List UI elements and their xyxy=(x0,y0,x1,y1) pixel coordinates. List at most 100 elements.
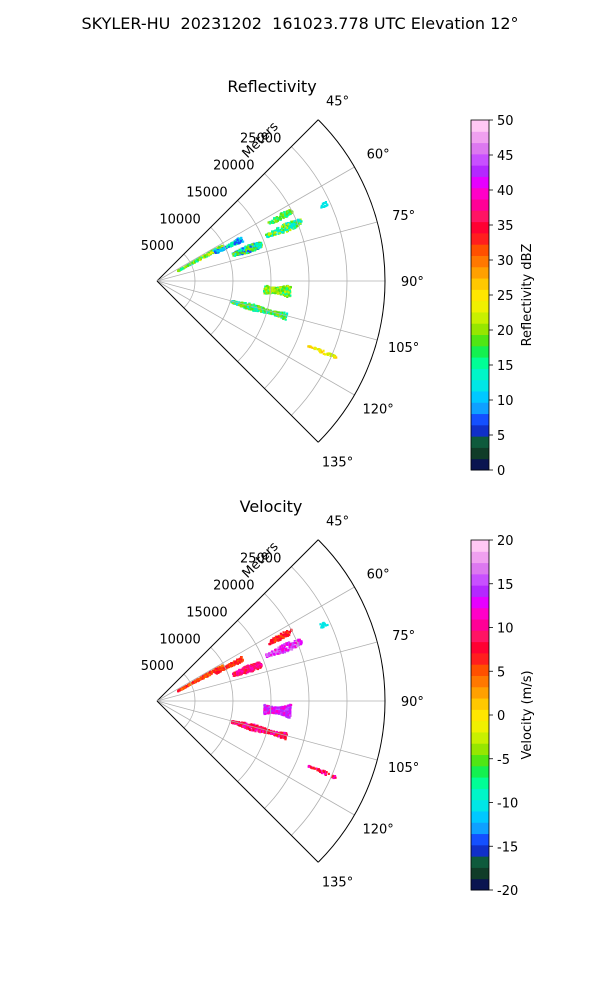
colorbar-bin xyxy=(471,334,489,347)
echo-gate xyxy=(332,776,335,780)
colorbar-tick-label: 45 xyxy=(497,149,514,164)
echo-gate xyxy=(243,725,246,728)
echo-gate xyxy=(177,269,180,272)
echo-gate xyxy=(256,662,259,665)
echo-gate xyxy=(324,201,327,204)
echo-gate xyxy=(318,349,321,353)
echo-gate xyxy=(221,248,224,251)
echo-gate xyxy=(259,731,262,734)
echo-gate xyxy=(241,668,244,671)
echo-gate xyxy=(264,712,267,715)
colorbar-bin xyxy=(471,199,489,211)
r-tick-label: 5000 xyxy=(141,659,174,674)
colorbar-bin xyxy=(471,607,489,620)
echo-gate xyxy=(218,249,221,252)
azimuth-spoke xyxy=(156,700,355,816)
echo-gate xyxy=(277,288,280,291)
echo-gate xyxy=(287,712,290,715)
echo-gate xyxy=(265,233,268,236)
colorbar-bin xyxy=(471,345,489,358)
echo-gate xyxy=(241,304,244,307)
echo-gate xyxy=(214,251,217,254)
r-tick-label: 5000 xyxy=(141,239,174,254)
echo-gate xyxy=(283,706,286,709)
azimuth-spoke xyxy=(156,700,378,761)
echo-gate xyxy=(273,732,276,735)
echo-gate xyxy=(193,680,197,683)
echo-gate xyxy=(278,636,281,639)
echo-gate xyxy=(270,709,273,713)
echo-gate xyxy=(285,710,288,713)
echo-gate xyxy=(264,728,267,731)
echo-gate xyxy=(283,213,287,216)
echo-gate xyxy=(282,706,285,709)
echo-gate xyxy=(215,671,218,674)
echo-gate xyxy=(284,293,287,296)
echo-gate xyxy=(281,733,284,736)
echo-gate xyxy=(237,722,240,725)
echo-gate xyxy=(316,348,319,351)
colorbar-bin xyxy=(471,458,489,471)
colorbar-bin xyxy=(471,822,489,835)
echo-gate xyxy=(309,765,312,768)
echo-gate xyxy=(266,654,269,657)
echo-gate xyxy=(240,671,243,675)
echo-gate xyxy=(267,310,270,313)
echo-gate xyxy=(253,249,256,252)
echo-gate xyxy=(201,677,204,680)
colorbar-tick-label: 30 xyxy=(497,254,514,269)
colorbar-bin xyxy=(471,709,489,722)
echo-gate xyxy=(286,211,289,215)
echo-gate xyxy=(264,285,267,288)
echo-gate xyxy=(324,353,327,356)
echo-gate xyxy=(280,707,283,710)
echo-gate xyxy=(265,290,268,293)
echo-gate xyxy=(214,250,217,253)
echo-gate xyxy=(285,713,288,716)
colorbar-bin xyxy=(471,289,489,302)
echo-gate xyxy=(296,220,299,223)
echo-gate xyxy=(243,302,246,305)
echo-gate xyxy=(179,268,182,271)
colorbar-bin xyxy=(471,266,489,279)
echo-gate xyxy=(255,664,258,667)
echo-gate xyxy=(247,249,250,253)
echo-gate xyxy=(255,246,258,249)
echo-gate xyxy=(233,242,236,246)
echo-gate xyxy=(281,713,284,716)
echo-gate xyxy=(272,706,275,710)
colorbar-tick-label: -10 xyxy=(497,797,518,812)
echo-gate xyxy=(289,212,292,215)
colorbar-tick-label: 20 xyxy=(497,534,514,549)
echo-gate xyxy=(270,732,273,735)
echo-gate xyxy=(214,247,218,251)
echo-gate xyxy=(288,227,291,230)
colorbar-tick-label: 10 xyxy=(497,394,514,409)
echo-gate xyxy=(205,253,208,257)
azimuth-spoke xyxy=(156,539,319,702)
colorbar-bin xyxy=(471,551,489,564)
theta-tick-label: 105° xyxy=(388,761,419,776)
echo-gate xyxy=(286,704,289,707)
colorbar-bin xyxy=(471,720,489,733)
echo-gate xyxy=(243,246,246,249)
colorbar-bin xyxy=(471,731,489,744)
echo-gate xyxy=(262,307,265,310)
echo-gate xyxy=(222,246,226,249)
echo-gate xyxy=(284,291,287,294)
colorbar-bin xyxy=(471,255,489,268)
echo-gate xyxy=(284,227,287,230)
echo-gate xyxy=(247,668,250,671)
echo-gate xyxy=(297,218,300,221)
echo-gate xyxy=(277,634,280,637)
echo-gate xyxy=(321,624,324,627)
echo-gate xyxy=(300,641,303,644)
echo-gate xyxy=(284,631,288,634)
echo-gate xyxy=(274,712,277,715)
echo-gate xyxy=(218,246,221,249)
echo-gate xyxy=(289,210,292,213)
echo-gate xyxy=(221,665,224,668)
echo-gate xyxy=(279,635,282,638)
echo-gate xyxy=(299,642,302,646)
echo-gate xyxy=(282,291,285,294)
